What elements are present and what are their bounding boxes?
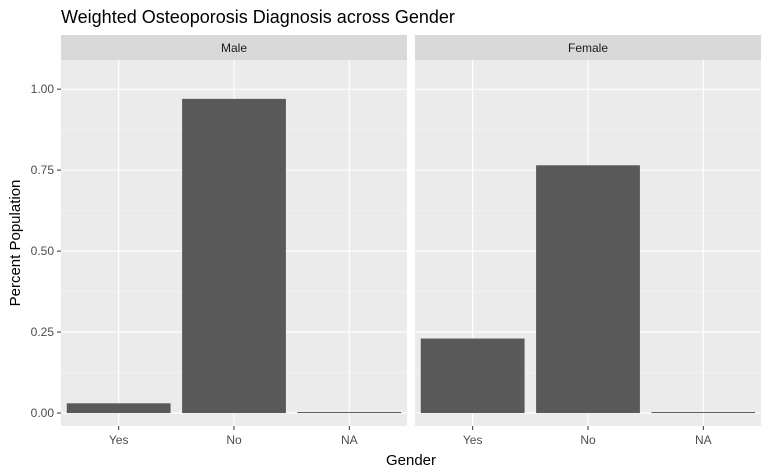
facet-strip-label: Female <box>568 41 608 55</box>
facet-panels: Male Yes No NA Female Yes No NA <box>61 35 761 447</box>
x-tick-label: No <box>226 433 242 447</box>
chart-title: Weighted Osteoporosis Diagnosis across G… <box>61 7 455 27</box>
y-axis-title: Percent Population <box>7 180 24 307</box>
bar-male-yes <box>66 403 171 414</box>
y-tick-label: 0.00 <box>31 406 55 420</box>
facet-male: Male Yes No NA <box>61 35 407 447</box>
bar-female-na <box>651 412 756 414</box>
y-axis: 0.00 0.25 0.50 0.75 1.00 <box>31 82 61 420</box>
bar-female-no <box>536 165 640 414</box>
x-tick-label: No <box>580 433 596 447</box>
y-tick-label: 0.50 <box>31 244 55 258</box>
y-tick-label: 0.75 <box>31 163 55 177</box>
x-tick-label: NA <box>341 433 358 447</box>
y-tick-label: 0.25 <box>31 325 55 339</box>
x-axis-title: Gender <box>386 452 436 469</box>
x-tick-label: NA <box>695 433 712 447</box>
facet-strip-female <box>415 35 761 60</box>
bar-male-na <box>297 412 402 414</box>
bar-female-yes <box>420 338 525 414</box>
x-tick-label: Yes <box>109 433 129 447</box>
x-tick-label: Yes <box>463 433 483 447</box>
bar-male-no <box>182 98 286 414</box>
y-tick-label: 1.00 <box>31 82 55 96</box>
facet-female: Female Yes No NA <box>415 35 761 447</box>
facet-strip-male <box>61 35 407 60</box>
facet-strip-label: Male <box>221 41 247 55</box>
